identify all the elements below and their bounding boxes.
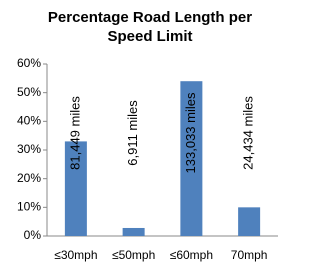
bar-label: 133,033 miles — [183, 92, 198, 173]
bar — [122, 227, 145, 236]
x-tick-label: ≤60mph — [170, 248, 213, 262]
x-tick-label: ≤50mph — [112, 248, 155, 262]
x-tick-label: 70mph — [231, 248, 268, 262]
y-tick-label: 40% — [17, 114, 41, 128]
bar-label: 81,449 miles — [67, 96, 82, 170]
bar — [238, 207, 261, 236]
y-tick-label: 10% — [17, 200, 41, 214]
chart: 0% 10% 20% 30% 40% 50% 60% ≤30mph 81,449 miles ≤5… — [17, 56, 278, 262]
chart-container: 0% 10% 20% 30% 40% 50% 60% ≤30mph 81,449 miles ≤5… — [17, 9, 278, 262]
bar-label: 24,434 miles — [241, 96, 256, 170]
y-tick-label: 20% — [17, 171, 41, 185]
bar-label: 6,911 miles — [125, 100, 140, 166]
bar — [180, 81, 203, 236]
y-tick-label: 30% — [17, 142, 41, 156]
chart-title: Percentage Road Length per Speed Limit — [47, 9, 253, 45]
y-tick-label: 60% — [17, 56, 41, 70]
y-tick-label: 0% — [24, 228, 42, 242]
bar — [64, 141, 87, 236]
y-tick-label: 50% — [17, 85, 41, 99]
x-tick-label: ≤30mph — [54, 248, 97, 262]
